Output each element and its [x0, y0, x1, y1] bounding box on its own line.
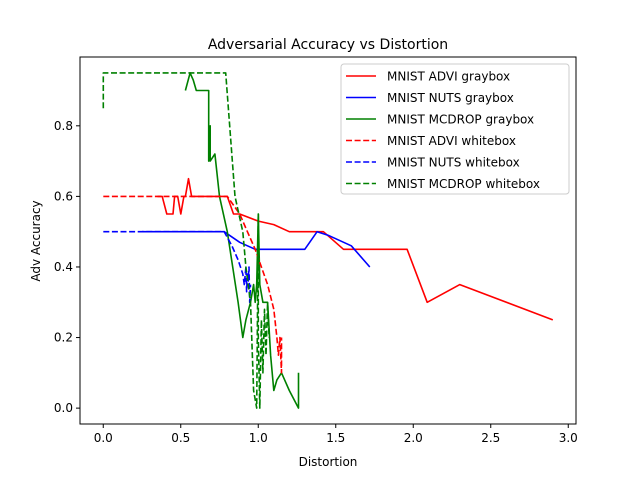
x-tick-label: 2.0 — [404, 431, 423, 445]
legend-box — [340, 63, 570, 195]
legend-label-5: MNIST NUTS whitebox — [387, 156, 520, 170]
x-tick-label: 1.0 — [249, 431, 268, 445]
y-tick-label: 0.2 — [54, 331, 73, 345]
x-tick-label: 0.5 — [171, 431, 190, 445]
legend-label-2: MNIST NUTS graybox — [387, 91, 514, 105]
y-tick-label: 0.0 — [54, 401, 73, 415]
x-axis-label: Distortion — [299, 455, 358, 469]
legend-label-3: MNIST MCDROP graybox — [387, 113, 534, 127]
series-line-6 — [102, 72, 270, 409]
y-tick-label: 0.4 — [54, 260, 73, 274]
y-axis-ticks: 0.0 0.2 0.4 0.6 0.8 — [54, 119, 80, 415]
series-line-5 — [103, 230, 252, 304]
series-line-3 — [184, 72, 300, 409]
x-tick-label: 2.5 — [481, 431, 500, 445]
y-tick-label: 0.8 — [54, 119, 73, 133]
chart-title: Adversarial Accuracy vs Distortion — [208, 37, 448, 53]
y-axis-label: Adv Accuracy — [29, 200, 43, 281]
x-tick-label: 3.0 — [559, 431, 578, 445]
legend-label-6: MNIST MCDROP whitebox — [387, 177, 540, 191]
series-line-4 — [103, 195, 283, 374]
legend-label-4: MNIST ADVI whitebox — [387, 134, 516, 148]
y-tick-label: 0.6 — [54, 189, 73, 203]
x-tick-label: 0.0 — [94, 431, 113, 445]
x-axis-ticks: 0.0 0.5 1.0 1.5 2.0 2.5 3.0 — [94, 424, 578, 445]
legend-label-1: MNIST ADVI graybox — [387, 70, 510, 84]
legend: MNIST ADVI graybox MNIST NUTS graybox MNIS… — [340, 63, 570, 195]
x-tick-label: 1.5 — [326, 431, 345, 445]
series-layer — [102, 72, 554, 409]
plot-frame — [79, 56, 577, 425]
